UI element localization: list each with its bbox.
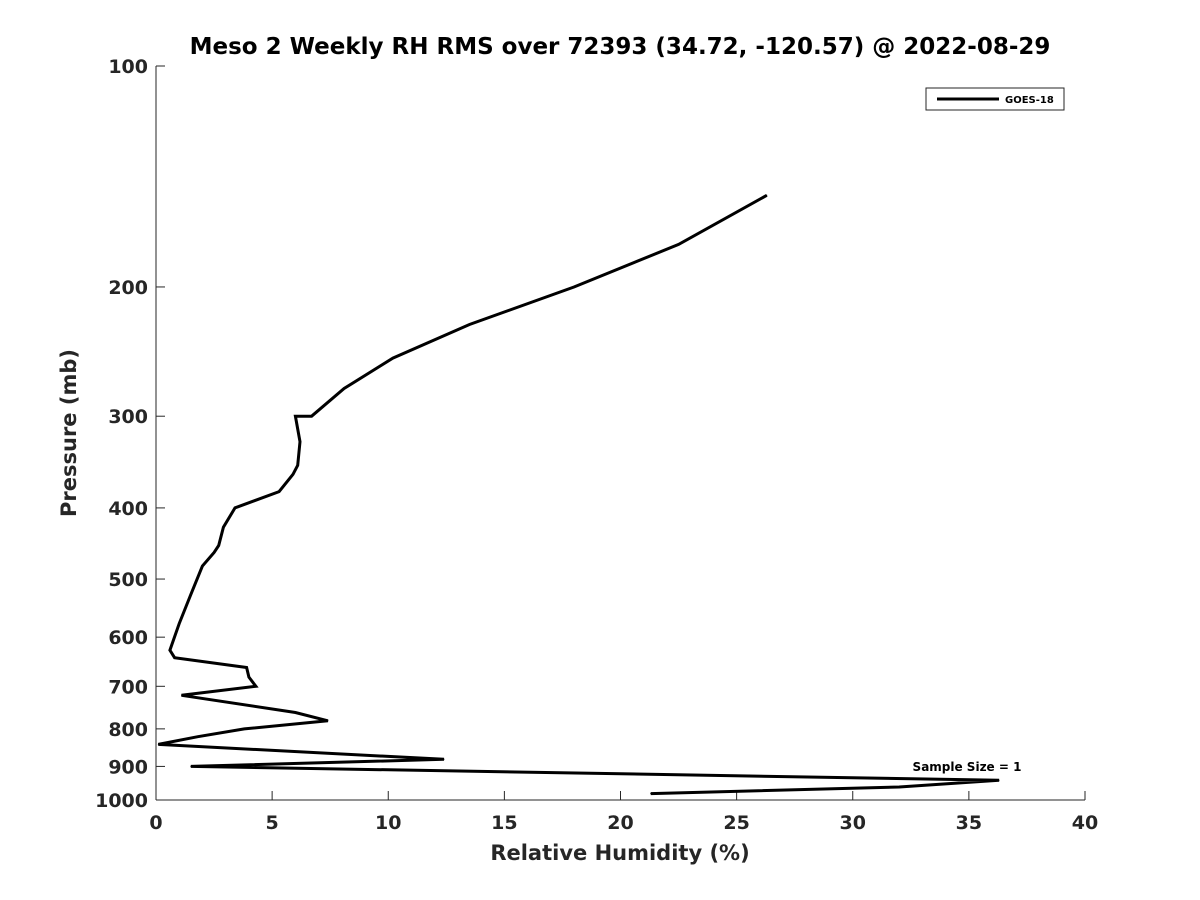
chart-title: Meso 2 Weekly RH RMS over 72393 (34.72, … [190,34,1051,60]
y-tick-label: 1000 [95,790,148,812]
series-points [157,194,1000,795]
x-tick-label: 35 [956,812,982,834]
data-point [181,694,183,696]
y-axis-label: Pressure (mb) [57,349,81,517]
plot-area: 0 5 10 15 20 25 30 35 40 100 200 300 400 500 600 700 80… [95,56,1098,834]
series-line-goes-18 [158,193,1000,796]
data-point [343,387,345,389]
data-point [222,526,224,528]
data-point [443,758,445,760]
y-tick-label: 300 [108,406,148,428]
data-point [169,649,171,651]
data-point [294,415,296,417]
y-tick-label: 500 [108,569,148,591]
y-tick-label: 900 [108,756,148,778]
y-tick-label: 600 [108,627,148,649]
x-tick-label: 30 [840,812,866,834]
x-tick-label: 25 [723,812,749,834]
data-point [898,786,900,788]
x-tick-label: 5 [266,812,279,834]
x-tick-label: 10 [375,812,401,834]
sample-size-annotation: Sample Size = 1 [913,760,1022,774]
data-point [218,544,220,546]
y-tick-label: 700 [108,676,148,698]
legend-label-goes-18: GOES-18 [1005,95,1054,106]
data-point [327,720,329,722]
data-point [311,415,313,417]
data-point [297,464,299,466]
data-point [292,473,294,475]
data-point [174,657,176,659]
data-point [299,441,301,443]
y-tick-label: 200 [108,277,148,299]
data-point [998,779,1000,781]
data-point [469,324,471,326]
data-point [392,357,394,359]
x-ticks: 0 5 10 15 20 25 30 35 40 [149,791,1098,834]
data-point [650,793,652,795]
data-point [157,743,159,745]
y-tick-label: 100 [108,56,148,78]
data-point [243,728,245,730]
data-point [197,736,199,738]
x-tick-label: 40 [1072,812,1098,834]
x-tick-label: 0 [149,812,162,834]
x-tick-label: 15 [491,812,517,834]
data-point [190,765,192,767]
data-point [248,676,250,678]
data-point [678,243,680,245]
data-point [190,594,192,596]
data-point [294,712,296,714]
data-point [255,685,257,687]
y-tick-label: 400 [108,498,148,520]
x-axis-label: Relative Humidity (%) [490,841,749,865]
data-point [201,565,203,567]
y-tick-label: 800 [108,719,148,741]
data-point [246,667,248,669]
data-point [278,491,280,493]
data-point [234,507,236,509]
x-tick-label: 20 [607,812,633,834]
data-point [213,551,215,553]
data-point [766,194,768,196]
legend: GOES-18 [925,87,1065,111]
y-ticks: 100 200 300 400 500 600 700 800 900 1000 [95,56,165,812]
data-point [573,286,575,288]
data-point [178,623,180,625]
